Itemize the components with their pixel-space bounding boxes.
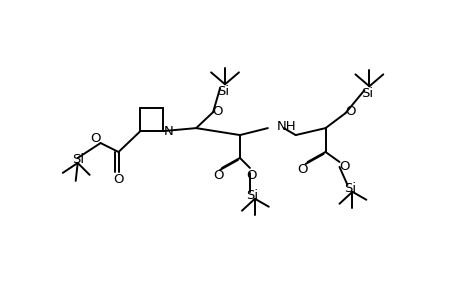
Text: O: O [246, 169, 257, 182]
Text: O: O [338, 160, 349, 173]
Text: O: O [297, 164, 307, 176]
Text: O: O [211, 105, 222, 118]
Text: NH: NH [276, 120, 296, 133]
Text: Si: Si [360, 87, 373, 100]
Text: Si: Si [245, 189, 257, 202]
Text: O: O [90, 132, 101, 145]
Text: Si: Si [217, 85, 229, 98]
Text: Si: Si [72, 154, 84, 166]
Text: Si: Si [344, 182, 356, 195]
Text: O: O [344, 105, 355, 118]
Text: O: O [113, 173, 123, 186]
Text: N: N [163, 124, 173, 138]
Text: O: O [213, 169, 223, 182]
